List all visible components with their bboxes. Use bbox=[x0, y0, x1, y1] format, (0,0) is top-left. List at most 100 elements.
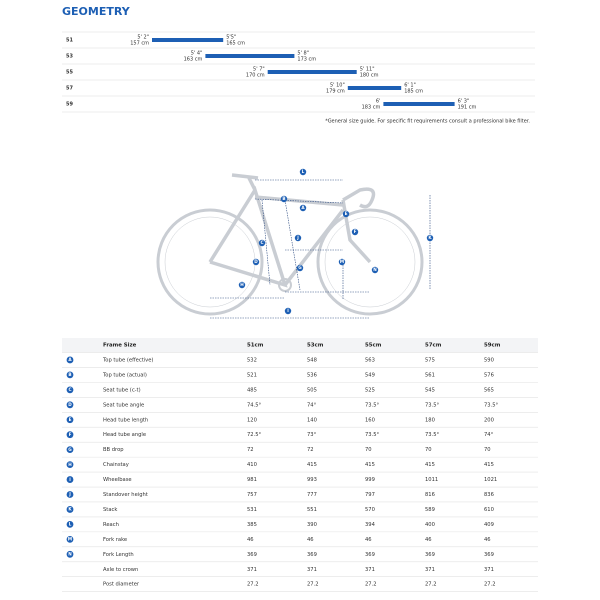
table-header: 51cm bbox=[247, 343, 264, 349]
cell: 999 bbox=[365, 477, 375, 483]
row-name: Axle to crown bbox=[103, 567, 138, 573]
cell: 74° bbox=[307, 402, 317, 408]
cell: 369 bbox=[425, 552, 435, 558]
min-cm: 170 cm bbox=[246, 73, 265, 79]
cell: 27.2 bbox=[307, 582, 319, 588]
cell: 180 bbox=[425, 417, 435, 423]
cell: 816 bbox=[425, 492, 435, 498]
diagram-marker bbox=[258, 239, 266, 247]
letter: M bbox=[68, 537, 72, 542]
cell: 46 bbox=[484, 537, 491, 543]
cell: 525 bbox=[365, 387, 375, 393]
cell: 548 bbox=[307, 357, 317, 363]
diagram-marker bbox=[342, 210, 350, 218]
min-cm: 179 cm bbox=[326, 89, 345, 95]
letter-icon bbox=[66, 386, 74, 394]
cell: 72.5° bbox=[247, 432, 262, 438]
min-cm: 183 cm bbox=[362, 105, 381, 111]
letter-icon bbox=[66, 416, 74, 424]
cell: 369 bbox=[365, 552, 375, 558]
cell: 74.5° bbox=[247, 402, 262, 408]
height-bar bbox=[347, 86, 402, 90]
row-name: Seat tube (c-t) bbox=[103, 387, 141, 393]
table-header: 57cm bbox=[425, 343, 442, 349]
cell: 73° bbox=[307, 432, 317, 438]
cell: 610 bbox=[484, 507, 494, 513]
cell: 73.5° bbox=[484, 402, 499, 408]
letter: J bbox=[68, 492, 71, 497]
letter: A bbox=[68, 357, 72, 362]
diagram-letter: F bbox=[354, 229, 357, 234]
size-label: 53 bbox=[66, 54, 73, 60]
diagram-marker bbox=[351, 228, 359, 236]
min-cm: 157 cm bbox=[130, 41, 149, 47]
letter: G bbox=[68, 447, 72, 452]
letter: C bbox=[68, 387, 71, 392]
note: *General size guide. For specific fit re… bbox=[325, 119, 530, 125]
size-label: 57 bbox=[66, 86, 73, 92]
min-ft: 5' 4" bbox=[191, 51, 203, 57]
cell: 575 bbox=[425, 357, 435, 363]
cell: 200 bbox=[484, 417, 494, 423]
min-cm: 163 cm bbox=[184, 57, 203, 63]
row-name: Chainstay bbox=[103, 462, 129, 468]
row-name: BB drop bbox=[103, 447, 124, 453]
cell: 27.2 bbox=[425, 582, 437, 588]
row-name: Wheelbase bbox=[103, 477, 132, 483]
cell: 371 bbox=[365, 567, 375, 573]
cell: 536 bbox=[307, 372, 317, 378]
diagram-letter: D bbox=[254, 259, 258, 264]
cell: 551 bbox=[307, 507, 317, 513]
cell: 27.2 bbox=[484, 582, 496, 588]
row-name: Top tube (actual) bbox=[102, 372, 147, 378]
letter-icon bbox=[66, 491, 74, 498]
letter-icon bbox=[66, 431, 74, 439]
max-cm: 191 cm bbox=[458, 105, 477, 111]
cell: 72 bbox=[307, 447, 314, 453]
diagram-marker bbox=[238, 281, 246, 289]
size-label: 51 bbox=[66, 38, 73, 44]
cell: 549 bbox=[365, 372, 375, 378]
cell: 981 bbox=[247, 477, 257, 483]
cell: 73.5° bbox=[425, 432, 440, 438]
max-cm: 180 cm bbox=[360, 73, 379, 79]
cell: 371 bbox=[484, 567, 494, 573]
diagram-letter: L bbox=[302, 169, 305, 174]
cell: 72 bbox=[247, 447, 254, 453]
max-cm: 185 cm bbox=[404, 89, 423, 95]
row-name: Standover height bbox=[103, 492, 148, 498]
max-cm: 165 cm bbox=[226, 41, 245, 47]
cell: 371 bbox=[307, 567, 317, 573]
cell: 415 bbox=[365, 462, 375, 468]
diagram-marker bbox=[338, 258, 346, 266]
letter-icon bbox=[66, 521, 74, 528]
letter: F bbox=[69, 432, 72, 437]
letter-icon bbox=[66, 535, 74, 543]
cell: 410 bbox=[247, 462, 257, 468]
cell: 777 bbox=[307, 492, 317, 498]
cell: 394 bbox=[365, 522, 376, 528]
cell: 545 bbox=[425, 387, 435, 393]
height-bar bbox=[205, 54, 295, 58]
letter: H bbox=[68, 462, 72, 467]
cell: 73.5° bbox=[365, 432, 380, 438]
letter-icon bbox=[66, 401, 74, 409]
cell: 576 bbox=[484, 372, 494, 378]
cell: 400 bbox=[425, 522, 435, 528]
cell: 120 bbox=[247, 417, 257, 423]
diagram-letter: B bbox=[282, 196, 285, 201]
cell: 70 bbox=[365, 447, 372, 453]
letter-icon bbox=[66, 506, 74, 513]
row-name: Post diameter bbox=[103, 582, 140, 588]
diagram-letter: C bbox=[260, 240, 263, 245]
cell: 563 bbox=[365, 357, 375, 363]
cell: 160 bbox=[365, 417, 375, 423]
cell: 390 bbox=[307, 522, 317, 528]
cell: 409 bbox=[484, 522, 494, 528]
cell: 836 bbox=[484, 492, 494, 498]
row-name: Fork rake bbox=[103, 537, 127, 543]
diagram-marker bbox=[299, 168, 307, 176]
cell: 993 bbox=[307, 477, 317, 483]
